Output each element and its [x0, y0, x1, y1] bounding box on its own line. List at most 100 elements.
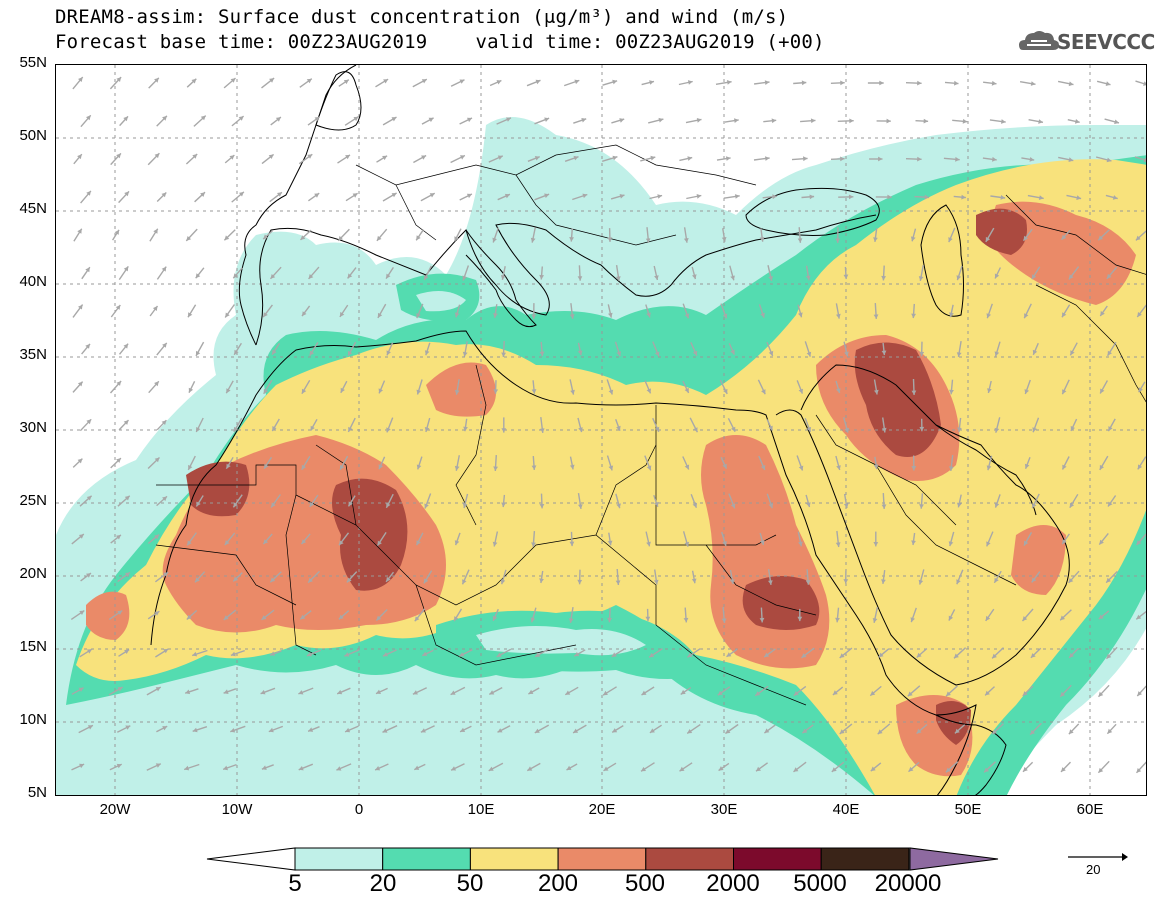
wind-arrow-head — [463, 426, 468, 432]
wind-arrow-head — [429, 193, 435, 198]
wind-arrow-head — [721, 237, 727, 242]
wind-arrow-head — [994, 351, 1000, 357]
wind-arrow-head — [650, 155, 656, 161]
wind-arrow-head — [416, 389, 422, 395]
wind-arrow-head — [734, 118, 739, 123]
wind-arrow-head — [376, 615, 382, 621]
wind-arrow-head — [798, 388, 803, 394]
wind-arrow-head — [462, 275, 467, 281]
wind-arrow-head — [723, 388, 728, 394]
wind-arrow-head — [223, 765, 228, 771]
colorbar-label-20: 20 — [369, 870, 397, 897]
wind-arrow-head — [391, 193, 397, 198]
wind-arrow-head — [878, 652, 884, 658]
wind-arrow-head — [500, 579, 506, 585]
wind-arrow-head — [348, 501, 353, 507]
wind-arrow-head — [506, 117, 511, 122]
wind-arrow-head — [573, 728, 579, 733]
wind-arrow-head — [161, 420, 167, 425]
wind-arrow-head — [459, 79, 465, 84]
wind-arrow-head — [692, 274, 697, 280]
wind-arrow-head — [687, 652, 693, 658]
wind-arrow-head — [87, 725, 93, 730]
forecast-base-time: Forecast base time: 00Z23AUG2019 — [55, 31, 428, 53]
lat-label-40n: 40N — [19, 273, 47, 290]
wind-arrow-head — [1100, 311, 1105, 316]
wind-arrow-head — [117, 687, 123, 692]
wind-arrow-head — [949, 466, 954, 471]
wind-arrow-head — [615, 276, 621, 281]
wind-arrow-head — [123, 343, 129, 349]
wind-arrow-head — [454, 540, 460, 546]
wind-arrow-head — [353, 116, 359, 122]
wind-arrow-head — [984, 767, 989, 773]
wind-arrow-head — [307, 154, 313, 159]
wind-arrow-head — [831, 767, 837, 772]
wind-arrow-head — [539, 428, 545, 433]
wind-arrow-head — [849, 118, 854, 124]
wind-arrow-head — [985, 615, 991, 621]
wind-arrow-head — [768, 580, 773, 585]
wind-arrow-head — [163, 649, 169, 654]
wind-arrow-head — [1106, 273, 1112, 279]
wind-arrow-head — [764, 80, 770, 85]
wind-arrow-head — [565, 690, 571, 695]
wind-arrow-head — [881, 350, 887, 356]
wind-arrow-head — [1024, 463, 1030, 469]
wind-arrow-head — [454, 236, 459, 242]
wind-arrow-head — [873, 237, 878, 242]
wind-arrow-head — [603, 690, 608, 696]
wind-arrow-head — [77, 228, 82, 234]
colorbar-label-20000: 20000 — [874, 870, 942, 897]
wind-arrow-head — [338, 614, 344, 620]
wind-arrow-head — [924, 194, 930, 200]
wind-arrow-head — [994, 577, 999, 583]
wind-arrow-head — [1024, 313, 1029, 319]
wind-arrow-head — [907, 691, 913, 697]
wind-arrow-head — [1068, 274, 1074, 280]
wind-arrow-head — [687, 156, 693, 161]
dust-concentration-map — [56, 65, 1146, 795]
wind-arrow-head — [300, 235, 306, 240]
wind-arrow-head — [764, 728, 770, 733]
wind-arrow-head — [582, 193, 588, 199]
wind-arrow-head — [308, 274, 314, 279]
wind-arrow-head — [1108, 426, 1113, 432]
wind-arrow-head — [79, 763, 85, 769]
wind-arrow-head — [654, 351, 660, 357]
wind-arrow-head — [383, 79, 389, 84]
wind-arrow-head — [428, 117, 434, 123]
wind-arrow-head — [646, 312, 651, 318]
wind-arrow-head — [153, 228, 158, 234]
wind-arrow-head — [954, 728, 960, 734]
wind-arrow-head — [226, 388, 231, 394]
wind-arrow-head — [1106, 577, 1111, 583]
wind-arrow-head — [881, 427, 887, 433]
wind-arrow-head — [1062, 389, 1067, 395]
wind-arrow-head — [424, 350, 430, 356]
wind-arrow-head — [125, 572, 130, 577]
wind-arrow-head — [577, 350, 583, 356]
wind-arrow-head — [718, 766, 724, 771]
wind-arrow-head — [608, 389, 614, 395]
wind-arrow-head — [730, 275, 735, 281]
wind-arrow-head — [616, 425, 621, 431]
lat-label-45n: 45N — [19, 200, 47, 217]
wind-arrow-head — [916, 728, 922, 734]
colorbar-bin — [294, 847, 384, 871]
wind-arrow-head — [577, 276, 583, 281]
wind-arrow-head — [725, 156, 731, 161]
wind-arrow-head — [649, 728, 655, 733]
lon-label-30e: 30E — [710, 801, 738, 818]
wind-arrow-head — [768, 425, 773, 431]
wind-arrow-head — [806, 351, 812, 357]
wind-arrow-head — [798, 541, 803, 547]
colorbar-label-500: 500 — [624, 870, 666, 897]
wind-arrow-head — [422, 651, 428, 656]
wind-arrow-head — [192, 651, 198, 657]
wind-arrow-head — [994, 427, 1000, 433]
lon-label-40e: 40E — [832, 801, 860, 818]
lon-label-20e: 20E — [588, 801, 616, 818]
wind-arrow-head — [500, 275, 506, 280]
wind-arrow-head — [1032, 349, 1038, 355]
